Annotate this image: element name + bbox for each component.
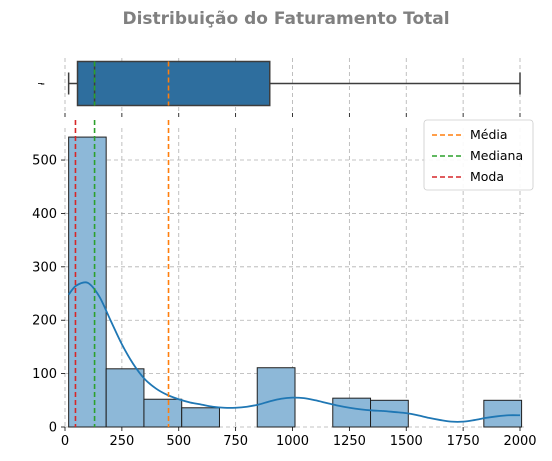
x-tick-label: 1000 xyxy=(276,434,309,449)
y-tick-label: 100 xyxy=(32,367,57,382)
histogram-bar xyxy=(181,407,220,428)
x-tick-label: 250 xyxy=(109,434,134,449)
box-iqr xyxy=(76,60,271,107)
histogram-bar xyxy=(105,368,145,428)
boxplot-panel: - xyxy=(38,58,521,117)
histogram-panel: 0 250 500 750 1000 1250 1500 1750 2000 0 100 200 300… xyxy=(32,120,537,449)
x-tick-label: 750 xyxy=(223,434,248,449)
histogram-bar xyxy=(370,399,409,428)
x-tick-label: 1750 xyxy=(447,434,480,449)
y-tick-label: 500 xyxy=(32,154,57,169)
histogram-bar xyxy=(483,399,523,428)
legend: Média Mediana Moda xyxy=(423,119,534,191)
legend-label-moda: Moda xyxy=(470,169,504,184)
x-tick-label: 1500 xyxy=(390,434,423,449)
legend-frame xyxy=(423,119,534,191)
x-tick-label: 0 xyxy=(61,434,69,449)
kde-curve xyxy=(67,281,521,423)
y-tick-label: 200 xyxy=(32,314,57,329)
y-tick-label: 0 xyxy=(49,421,57,436)
x-tick-label: 2000 xyxy=(503,434,536,449)
y-tick-label: 400 xyxy=(32,207,57,222)
y-tick-label: 300 xyxy=(32,260,57,275)
x-tick-label: 500 xyxy=(166,434,191,449)
x-tick-label: 1250 xyxy=(333,434,366,449)
legend-label-mediana: Mediana xyxy=(470,148,523,163)
histogram-bar xyxy=(332,397,372,428)
chart-title: Distribuição do Faturamento Total xyxy=(122,9,449,29)
histogram-bar xyxy=(143,398,183,428)
legend-label-media: Média xyxy=(470,127,508,142)
box-y-tick-label: - xyxy=(40,77,45,92)
